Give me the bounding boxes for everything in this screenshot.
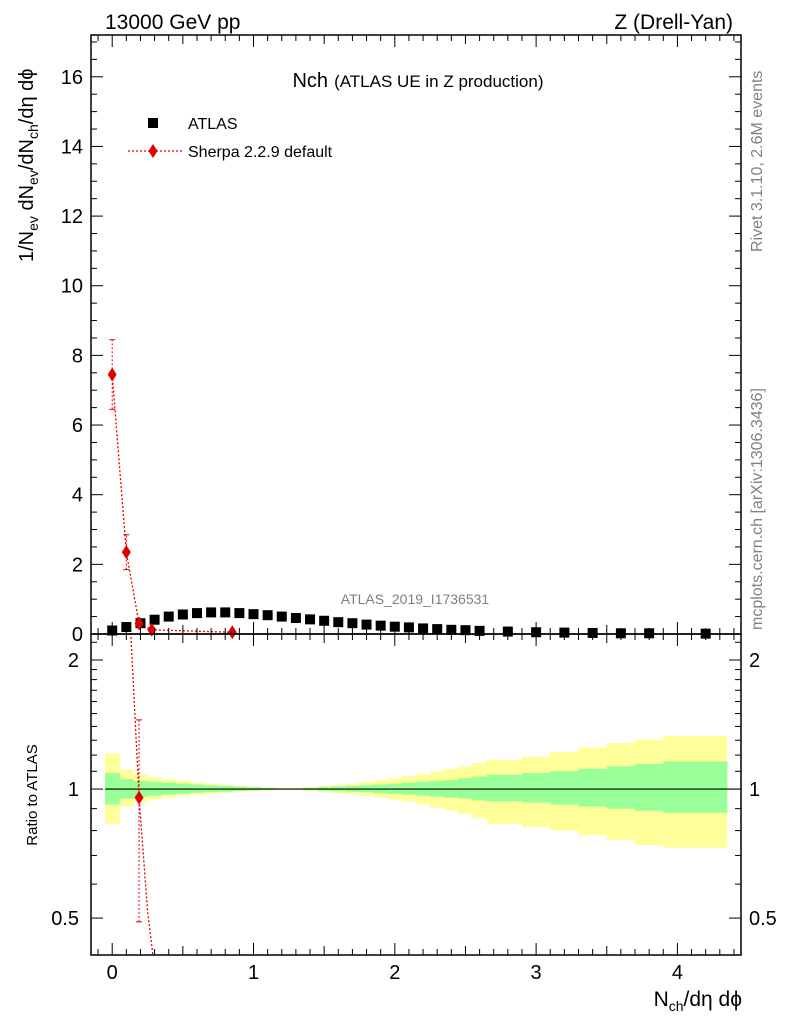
- atlas-point: [206, 607, 217, 618]
- atlas-point: [191, 608, 202, 619]
- ratio-band-inner: [663, 761, 728, 813]
- x-tick-label: 4: [672, 962, 683, 984]
- x-tick-label: 1: [248, 962, 259, 984]
- atlas-point: [290, 612, 301, 623]
- ratio-y-tick-label-right: 2: [749, 650, 760, 672]
- ratio-band-inner: [635, 763, 664, 811]
- atlas-point: [403, 622, 414, 633]
- sherpa-line: [111, 374, 233, 633]
- atlas-point: [305, 614, 316, 625]
- main-axes: 0 2 4 6 8 10 12 14 16: [61, 34, 742, 646]
- atlas-point: [262, 610, 273, 621]
- atlas-point: [361, 619, 372, 630]
- ratio-band-inner: [578, 768, 608, 807]
- ratio-band-inner: [458, 778, 474, 799]
- ratio-y-tick-label: 1: [68, 779, 79, 801]
- x-tick-label: 3: [531, 962, 542, 984]
- plot-title: Nch (ATLAS UE in Z production): [292, 70, 543, 92]
- main-y-tick-label: 8: [72, 345, 83, 367]
- ratio-y-label: Ratio to ATLAS: [24, 744, 41, 845]
- ratio-bands: [105, 735, 728, 848]
- ratio-y-tick-label-right: 0.5: [749, 908, 777, 930]
- main-plot: 0 2 4 6 8 10 12 14 16: [61, 34, 742, 646]
- main-y-tick-label: 4: [72, 485, 83, 507]
- ratio-y-tick-label: 0.5: [51, 908, 79, 930]
- header-energy: 13000 GeV pp: [105, 11, 240, 34]
- ratio-mc-point: [134, 790, 144, 805]
- plot-title-sub: (ATLAS UE in Z production): [334, 72, 543, 91]
- ratio-axes: 0.5 0.5 1 1 2 2 0 1 2 3 4: [51, 633, 777, 984]
- ratio-mc-line: [138, 796, 154, 955]
- plot-title-main: Nch: [292, 70, 328, 92]
- legend-marker-sherpa: [148, 144, 158, 158]
- atlas-point: [234, 608, 245, 619]
- ratio-frame: [90, 633, 742, 956]
- ratio-y-tick-label-right: 1: [749, 779, 760, 801]
- sherpa-point: [227, 625, 237, 640]
- rivet-label: Rivet 3.1.10, 2.6M events: [749, 71, 766, 252]
- atlas-point: [121, 622, 132, 633]
- atlas-point: [319, 615, 330, 626]
- ratio-band-inner: [550, 771, 579, 805]
- header-process: Z (Drell-Yan): [614, 11, 733, 34]
- legend-label-sherpa: Sherpa 2.2.9 default: [188, 144, 333, 161]
- main-y-tick-label: 12: [61, 206, 83, 228]
- atlas-point: [163, 611, 174, 622]
- legend-marker-atlas: [148, 118, 158, 128]
- main-y-tick-label: 16: [61, 67, 83, 89]
- legend: ATLAS Sherpa 2.2.9 default: [128, 116, 333, 161]
- atlas-point: [149, 614, 160, 625]
- ratio-clipped-marks: [130, 634, 154, 955]
- main-y-tick-label: 6: [72, 415, 83, 437]
- legend-label-atlas: ATLAS: [188, 116, 238, 133]
- atlas-point: [276, 611, 287, 622]
- ratio-y-tick-label: 2: [68, 650, 79, 672]
- atlas-point: [347, 618, 358, 629]
- sherpa-point: [134, 616, 144, 631]
- x-axis-label: Nch/dη dϕ: [654, 988, 742, 1014]
- atlas-point: [375, 620, 386, 631]
- sherpa-point: [121, 545, 131, 560]
- atlas-point: [248, 609, 259, 620]
- main-y-tick-label: 14: [61, 136, 83, 158]
- main-y-tick-label: 2: [72, 554, 83, 576]
- main-y-tick-label: 10: [61, 276, 83, 298]
- x-tick-label: 0: [107, 962, 118, 984]
- main-y-tick-label: 0: [72, 624, 83, 646]
- mcplots-label: mcplots.cern.ch [arXiv:1306.3436]: [749, 388, 766, 630]
- main-y-label: 1/Nev dNev/dNch/dη dϕ: [16, 69, 41, 262]
- analysis-watermark: ATLAS_2019_I1736531: [341, 591, 490, 607]
- ratio-plot: 0.5 0.5 1 1 2 2 0 1 2 3 4: [51, 633, 777, 984]
- atlas-point: [333, 617, 344, 628]
- ratio-band-inner: [606, 766, 636, 809]
- ratio-band-inner: [486, 774, 523, 802]
- sherpa-point: [107, 367, 117, 382]
- ratio-marks: [105, 634, 741, 955]
- x-tick-label: 2: [389, 962, 400, 984]
- atlas-point: [177, 609, 188, 620]
- ratio-band-inner: [521, 772, 551, 803]
- atlas-point: [220, 607, 231, 618]
